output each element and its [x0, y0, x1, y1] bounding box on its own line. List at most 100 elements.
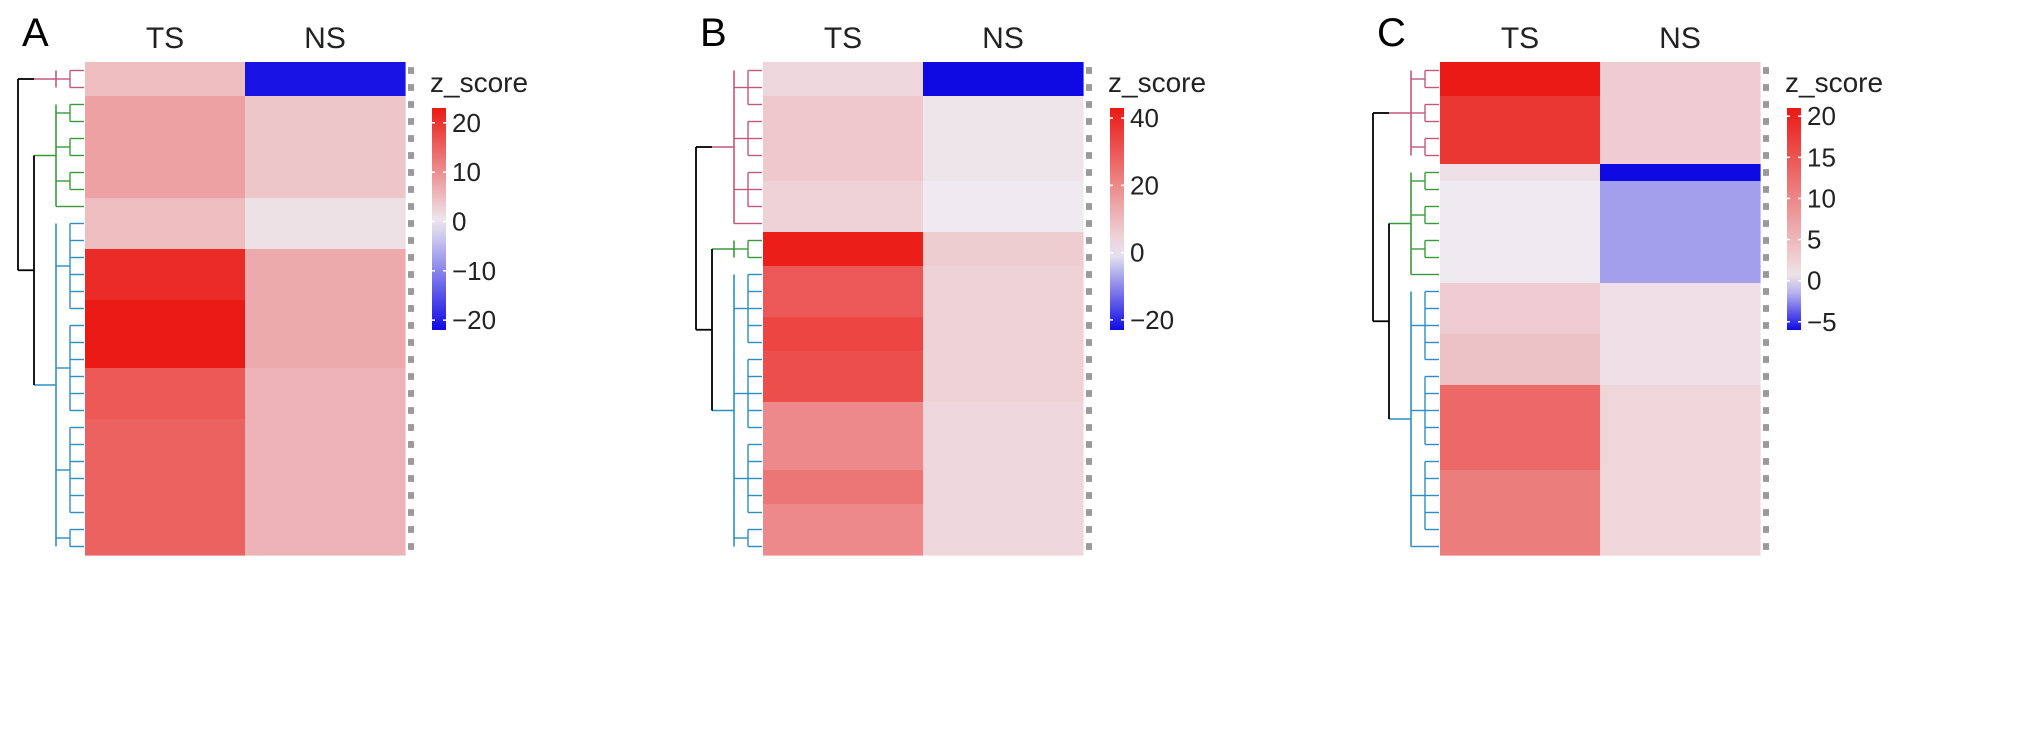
heatmap-cell [85, 504, 246, 522]
heatmap-cell [1600, 351, 1761, 369]
heatmap-cell [923, 96, 1084, 114]
heatmap-cell [923, 402, 1084, 420]
heatmap-cell [245, 232, 406, 250]
heatmap-cell [763, 96, 924, 114]
row-label-mark [1763, 67, 1769, 74]
row-label-mark [1086, 339, 1092, 346]
heatmap-cell [923, 317, 1084, 335]
heatmap-cell [763, 368, 924, 386]
heatmap-cell [923, 538, 1084, 556]
legend-colorbar [1110, 108, 1124, 330]
legend-title: z_score [1785, 67, 1883, 98]
row-label-mark [1086, 356, 1092, 363]
legend-tick-label: 20 [1807, 101, 1836, 131]
heatmap-cell [1440, 232, 1601, 250]
heatmap-cell [245, 215, 406, 233]
heatmap-cell [1440, 351, 1601, 369]
heatmap-cell [85, 62, 246, 80]
heatmap-cell [1440, 521, 1601, 539]
heatmap-cell [763, 62, 924, 80]
legend-tick-label: 10 [452, 157, 481, 187]
heatmap-cell [923, 130, 1084, 148]
heatmap-cell [763, 147, 924, 165]
heatmap-cell [245, 96, 406, 114]
row-label-mark [1086, 441, 1092, 448]
heatmap-svg: A TS NS z_score 20 10 0 −10 −20 [17, 11, 528, 556]
row-label-mark [1086, 543, 1092, 550]
heatmap-cell [1440, 266, 1601, 284]
row-label-mark [1086, 220, 1092, 227]
row-label-mark [1763, 84, 1769, 91]
row-label-mark [408, 458, 414, 465]
heatmap-cell [1600, 521, 1761, 539]
heatmap-cell [923, 334, 1084, 352]
heatmap-cell [245, 266, 406, 284]
heatmap-cell [923, 300, 1084, 318]
heatmap-cell [85, 385, 246, 403]
heatmap-cell [1440, 130, 1601, 148]
heatmap-cell [1440, 113, 1601, 131]
heatmap-cell [1600, 113, 1761, 131]
row-label-mark [1763, 203, 1769, 210]
heatmap-cell [923, 453, 1084, 471]
heatmap-cell [923, 521, 1084, 539]
heatmap-cell [923, 198, 1084, 216]
heatmap-cell [763, 181, 924, 199]
row-label-mark [408, 322, 414, 329]
heatmap-cell [923, 487, 1084, 505]
heatmap-cell [763, 521, 924, 539]
heatmap-cell [923, 419, 1084, 437]
row-label-mark [1086, 203, 1092, 210]
heatmap-cell [85, 368, 246, 386]
row-label-mark [408, 271, 414, 278]
heatmap-cell [1600, 130, 1761, 148]
row-label-mark [408, 169, 414, 176]
row-label-mark [1086, 390, 1092, 397]
heatmap-cell [923, 79, 1084, 97]
heatmap-cell [85, 487, 246, 505]
row-label-mark [408, 373, 414, 380]
heatmap-cell [1440, 96, 1601, 114]
heatmap-cell [245, 470, 406, 488]
row-label-mark [408, 84, 414, 91]
heatmap-cell [1440, 538, 1601, 556]
heatmap-cell [1600, 317, 1761, 335]
heatmap-cell [85, 164, 246, 182]
heatmap-cell [85, 113, 246, 131]
heatmap-cell [923, 351, 1084, 369]
heatmap-panel-c: C TS NS z_score 20 15 10 5 0 −5 [1355, 0, 2032, 742]
row-label-mark [408, 101, 414, 108]
heatmap-cell [763, 419, 924, 437]
heatmap-cell [85, 419, 246, 437]
heatmap-cell [1440, 198, 1601, 216]
heatmap-cell [85, 198, 246, 216]
row-label-mark [1763, 475, 1769, 482]
row-label-mark [1086, 407, 1092, 414]
row-label-mark [408, 543, 414, 550]
heatmap-cell [245, 198, 406, 216]
heatmap-cell [1600, 453, 1761, 471]
heatmap-cell [763, 300, 924, 318]
row-label-mark [408, 407, 414, 414]
heatmap-cell [923, 62, 1084, 80]
row-label-mark [408, 237, 414, 244]
heatmap-cell [1440, 164, 1601, 182]
panel-label: A [22, 11, 49, 55]
row-label-mark [1763, 390, 1769, 397]
row-label-mark [408, 526, 414, 533]
row-label-mark [408, 118, 414, 125]
row-label-mark [1763, 526, 1769, 533]
heatmap-cell [1440, 487, 1601, 505]
heatmap-cell [923, 470, 1084, 488]
heatmap-cell [1600, 96, 1761, 114]
row-dendrogram [17, 69, 84, 548]
heatmap-cell [1440, 181, 1601, 199]
heatmap-cell [1600, 385, 1761, 403]
row-label-mark [1763, 407, 1769, 414]
heatmap-cell [1600, 368, 1761, 386]
row-dendrogram [695, 69, 762, 548]
heatmap-cell [923, 113, 1084, 131]
row-label-mark [1763, 339, 1769, 346]
row-label-mark [1763, 356, 1769, 363]
